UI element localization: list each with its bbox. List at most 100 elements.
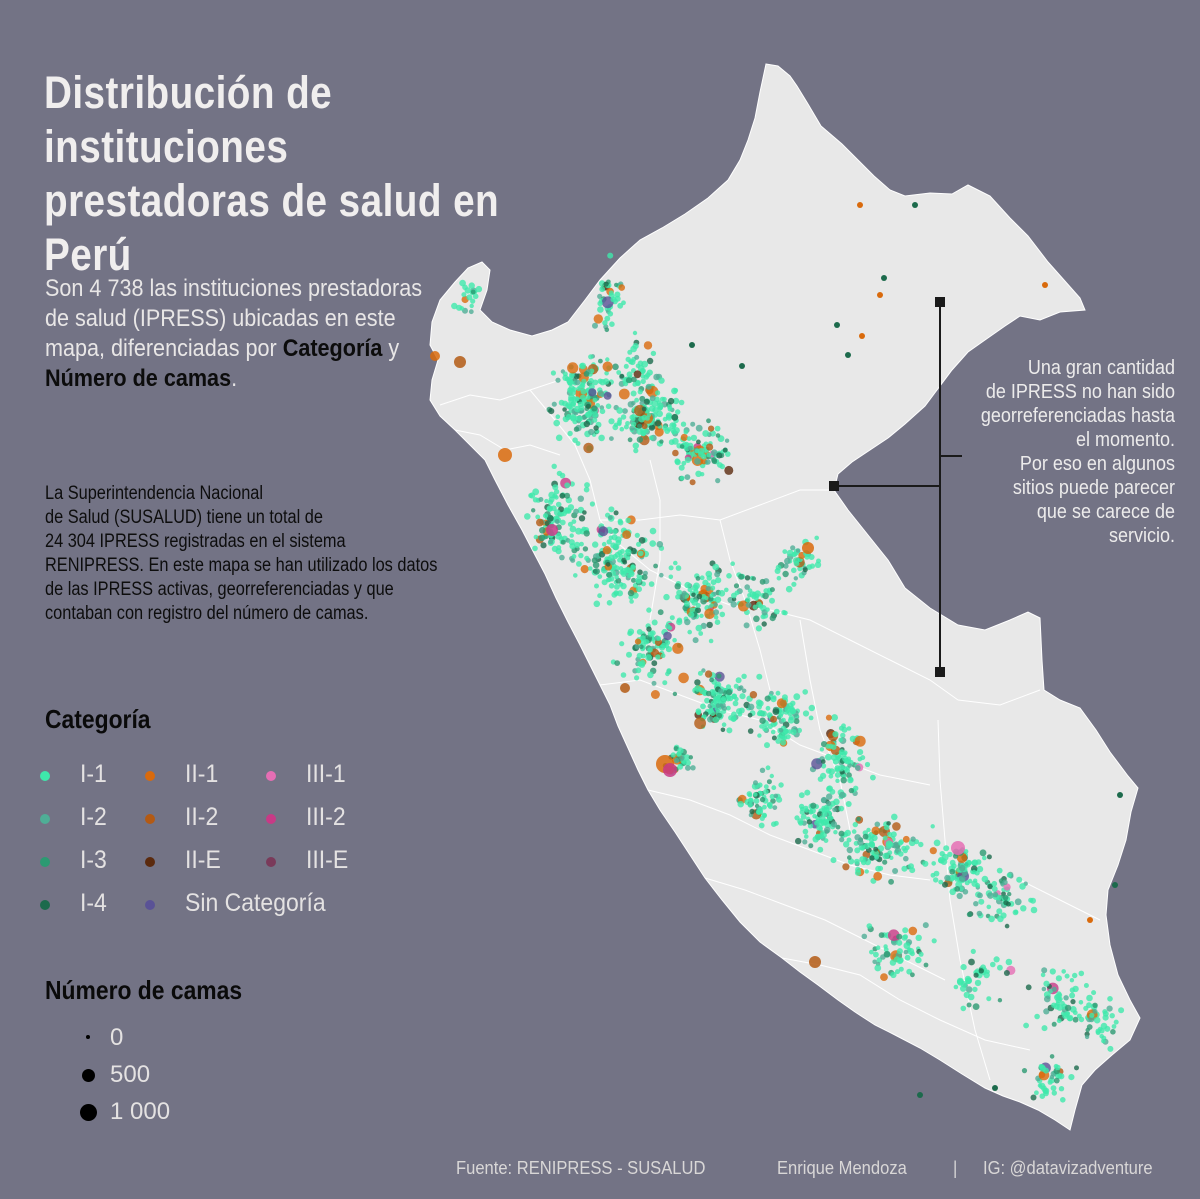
facility-point: [1055, 1064, 1061, 1071]
footer-social: IG: @datavizadventure: [983, 1158, 1153, 1178]
facility-point: [781, 694, 788, 701]
facility-point: [585, 411, 592, 418]
facility-point: [454, 356, 466, 368]
facility-point: [637, 423, 643, 429]
facility-point: [817, 846, 824, 853]
facility-point: [632, 382, 638, 387]
facility-point: [977, 892, 983, 899]
facility-point: [574, 379, 581, 386]
facility-point: [559, 519, 566, 526]
facility-point: [654, 419, 662, 427]
facility-point: [629, 599, 634, 604]
facility-point: [697, 670, 703, 676]
facility-point: [588, 566, 593, 571]
facility-point: [715, 694, 721, 701]
facility-point: [869, 949, 874, 955]
legend-swatch-i1: [40, 771, 50, 781]
facility-point: [603, 281, 609, 287]
facility-point: [627, 437, 633, 443]
facility-point: [881, 275, 887, 281]
facility-point: [931, 938, 937, 944]
facility-point: [646, 357, 654, 365]
facility-point: [591, 405, 598, 412]
facility-point: [666, 668, 672, 674]
facility-point: [593, 600, 601, 608]
facility-point: [633, 370, 642, 379]
facility-point: [770, 715, 778, 723]
facility-point: [646, 626, 652, 632]
facility-point: [714, 681, 722, 689]
facility-point: [1060, 1097, 1066, 1103]
facility-point: [783, 610, 788, 616]
facility-point: [960, 1005, 967, 1012]
facility-point: [639, 395, 646, 402]
facility-point: [683, 754, 691, 761]
facility-point: [1014, 898, 1022, 906]
facility-point: [883, 947, 889, 952]
facility-point: [672, 637, 677, 643]
size-label-500: 500: [110, 1061, 151, 1088]
facility-point: [614, 584, 620, 590]
facility-point: [569, 533, 574, 538]
annotation-line: sitios puede parecer: [1012, 477, 1175, 499]
facility-point: [901, 865, 908, 872]
facility-point: [688, 611, 695, 618]
facility-point: [732, 700, 739, 707]
facility-point: [1083, 1005, 1089, 1011]
facility-point: [846, 772, 852, 779]
legend-label-iiie: III-E: [306, 846, 349, 874]
facility-point: [757, 782, 763, 788]
facility-point: [888, 878, 894, 885]
annotation-line: servicio.: [1108, 525, 1175, 547]
facility-point: [965, 986, 973, 993]
facility-point: [1030, 1094, 1037, 1101]
facility-point: [857, 839, 864, 846]
facility-point: [719, 697, 727, 704]
facility-point: [793, 718, 800, 725]
facility-point: [917, 1092, 923, 1098]
facility-point: [829, 788, 836, 795]
facility-point: [838, 749, 845, 756]
facility-point: [712, 563, 719, 571]
facility-point: [579, 362, 587, 370]
facility-point: [842, 863, 850, 871]
facility-point: [790, 545, 796, 551]
facility-point: [773, 608, 780, 615]
facility-point: [651, 619, 658, 626]
facility-point: [795, 837, 802, 845]
facility-point: [610, 563, 617, 571]
facility-point: [583, 442, 594, 454]
facility-point: [765, 765, 771, 771]
title-line: Perú: [44, 229, 132, 280]
facility-point: [968, 958, 975, 966]
facility-point: [800, 813, 807, 820]
facility-point: [843, 841, 850, 848]
facility-point: [671, 422, 677, 428]
facility-point: [607, 252, 614, 259]
facility-point: [871, 826, 880, 835]
facility-point: [679, 444, 685, 449]
facility-point: [553, 489, 560, 495]
facility-point: [612, 543, 620, 551]
facility-point: [787, 717, 795, 724]
facility-point: [882, 835, 888, 841]
facility-point: [466, 294, 473, 301]
facility-point: [676, 617, 683, 623]
facility-point: [675, 409, 681, 415]
facility-point: [678, 672, 689, 684]
facility-point: [714, 596, 722, 603]
facility-point: [649, 540, 656, 547]
facility-point: [821, 797, 827, 803]
facility-point: [599, 379, 606, 386]
facility-point: [854, 834, 861, 841]
facility-point: [1064, 1004, 1072, 1012]
facility-point: [1068, 1074, 1075, 1081]
legend-category-title: Categoría: [45, 704, 151, 734]
facility-point: [839, 837, 845, 843]
facility-point: [878, 932, 885, 938]
facility-point: [1025, 984, 1032, 991]
facility-point: [573, 373, 580, 380]
facility-point: [588, 388, 597, 397]
facility-point: [709, 677, 714, 683]
facility-point: [620, 414, 627, 420]
